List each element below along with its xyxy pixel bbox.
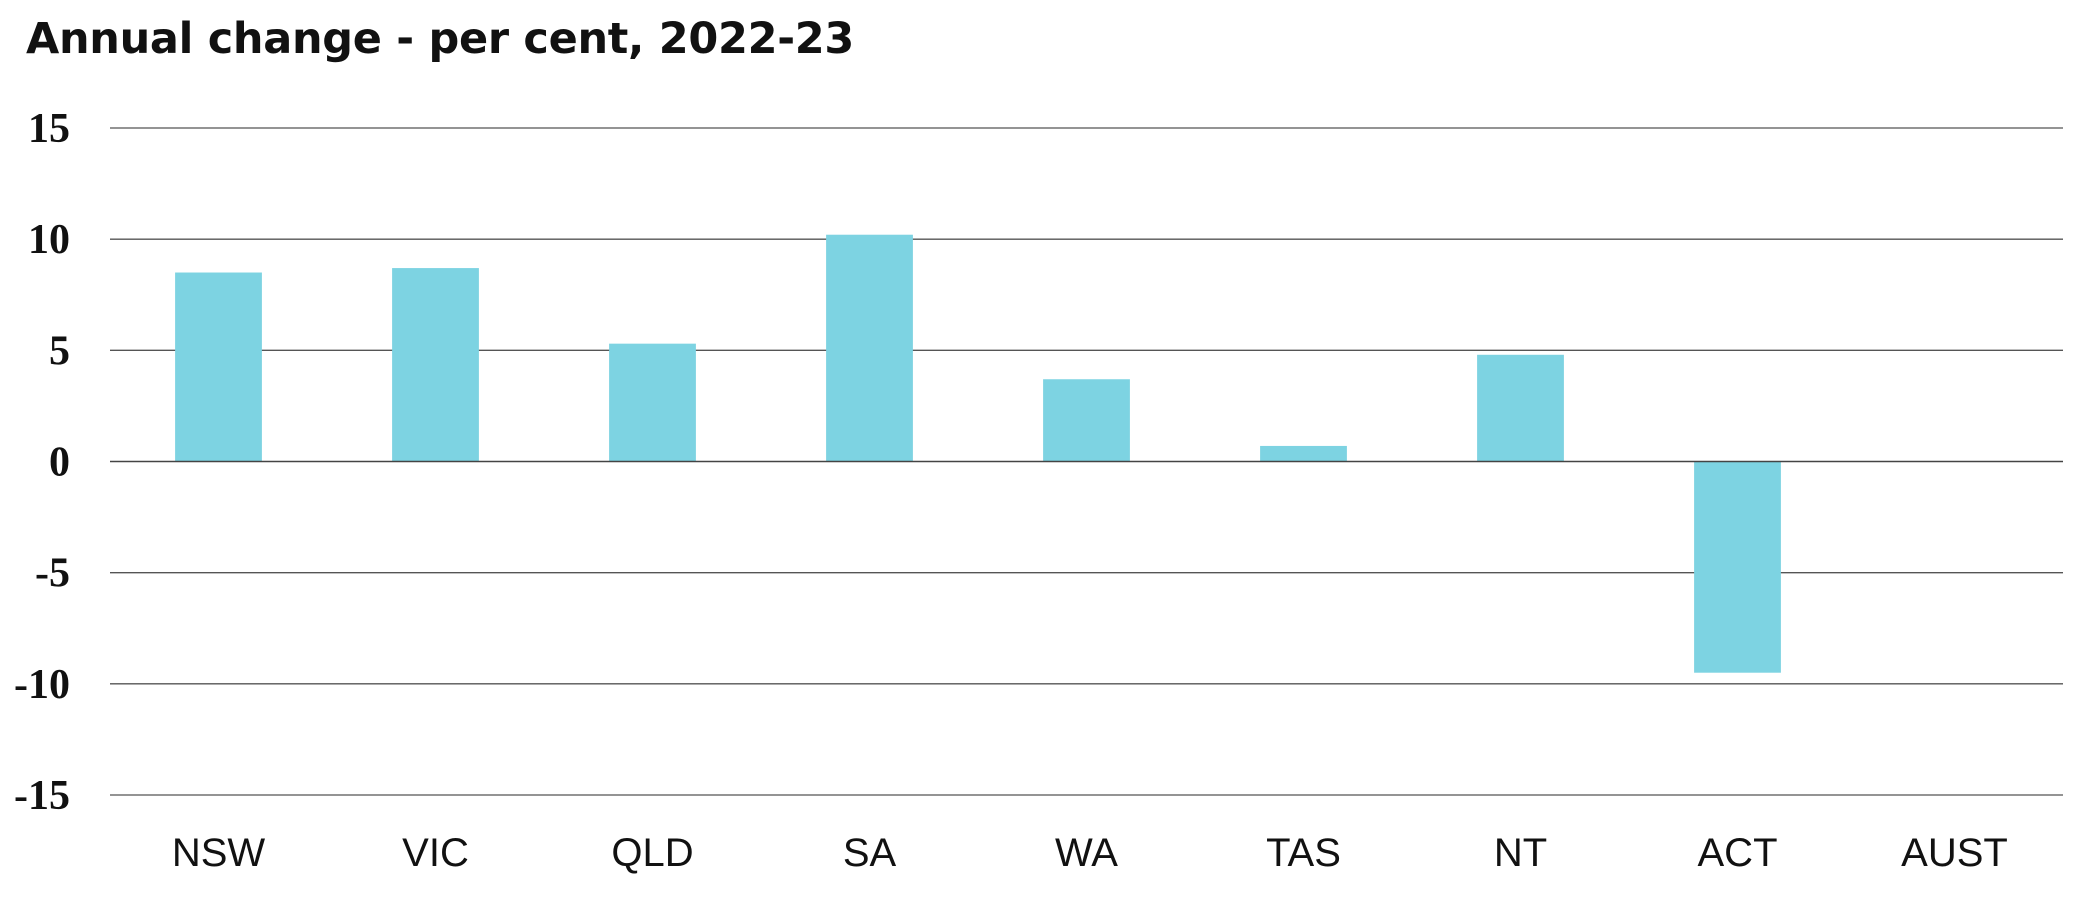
bar-tas bbox=[1260, 445, 1347, 462]
y-tick-label: 10 bbox=[28, 217, 70, 263]
bar-sa bbox=[826, 234, 913, 462]
x-tick-label-tas: TAS bbox=[1266, 831, 1341, 875]
chart-title: Annual change - per cent, 2022-23 bbox=[26, 14, 855, 64]
bar-nt bbox=[1477, 354, 1564, 462]
bars bbox=[175, 234, 1781, 673]
bar-wa bbox=[1043, 379, 1130, 462]
y-tick-label: -5 bbox=[35, 551, 70, 597]
y-tick-label: -15 bbox=[14, 773, 70, 819]
y-axis-tick-labels: 15 10 5 0 -5 -10 -15 bbox=[14, 106, 70, 819]
x-tick-label-nt: NT bbox=[1494, 831, 1547, 875]
y-tick-label: 0 bbox=[49, 440, 70, 486]
x-tick-label-aust: AUST bbox=[1901, 831, 2008, 875]
y-tick-label: -10 bbox=[14, 662, 70, 708]
x-tick-label-qld: QLD bbox=[611, 831, 693, 875]
y-tick-label: 5 bbox=[49, 328, 70, 374]
y-tick-label: 15 bbox=[28, 106, 70, 152]
x-axis-tick-labels: NSW VIC QLD SA WA TAS NT ACT AUST bbox=[172, 831, 2008, 875]
x-tick-label-act: ACT bbox=[1698, 831, 1778, 875]
x-tick-label-wa: WA bbox=[1055, 831, 1118, 875]
bar-nsw bbox=[175, 272, 262, 462]
bar-qld bbox=[609, 343, 696, 462]
bar-vic bbox=[392, 268, 479, 462]
x-tick-label-vic: VIC bbox=[402, 831, 469, 875]
bar-act bbox=[1694, 461, 1781, 673]
x-tick-label-sa: SA bbox=[843, 831, 897, 875]
x-tick-label-nsw: NSW bbox=[172, 831, 266, 875]
